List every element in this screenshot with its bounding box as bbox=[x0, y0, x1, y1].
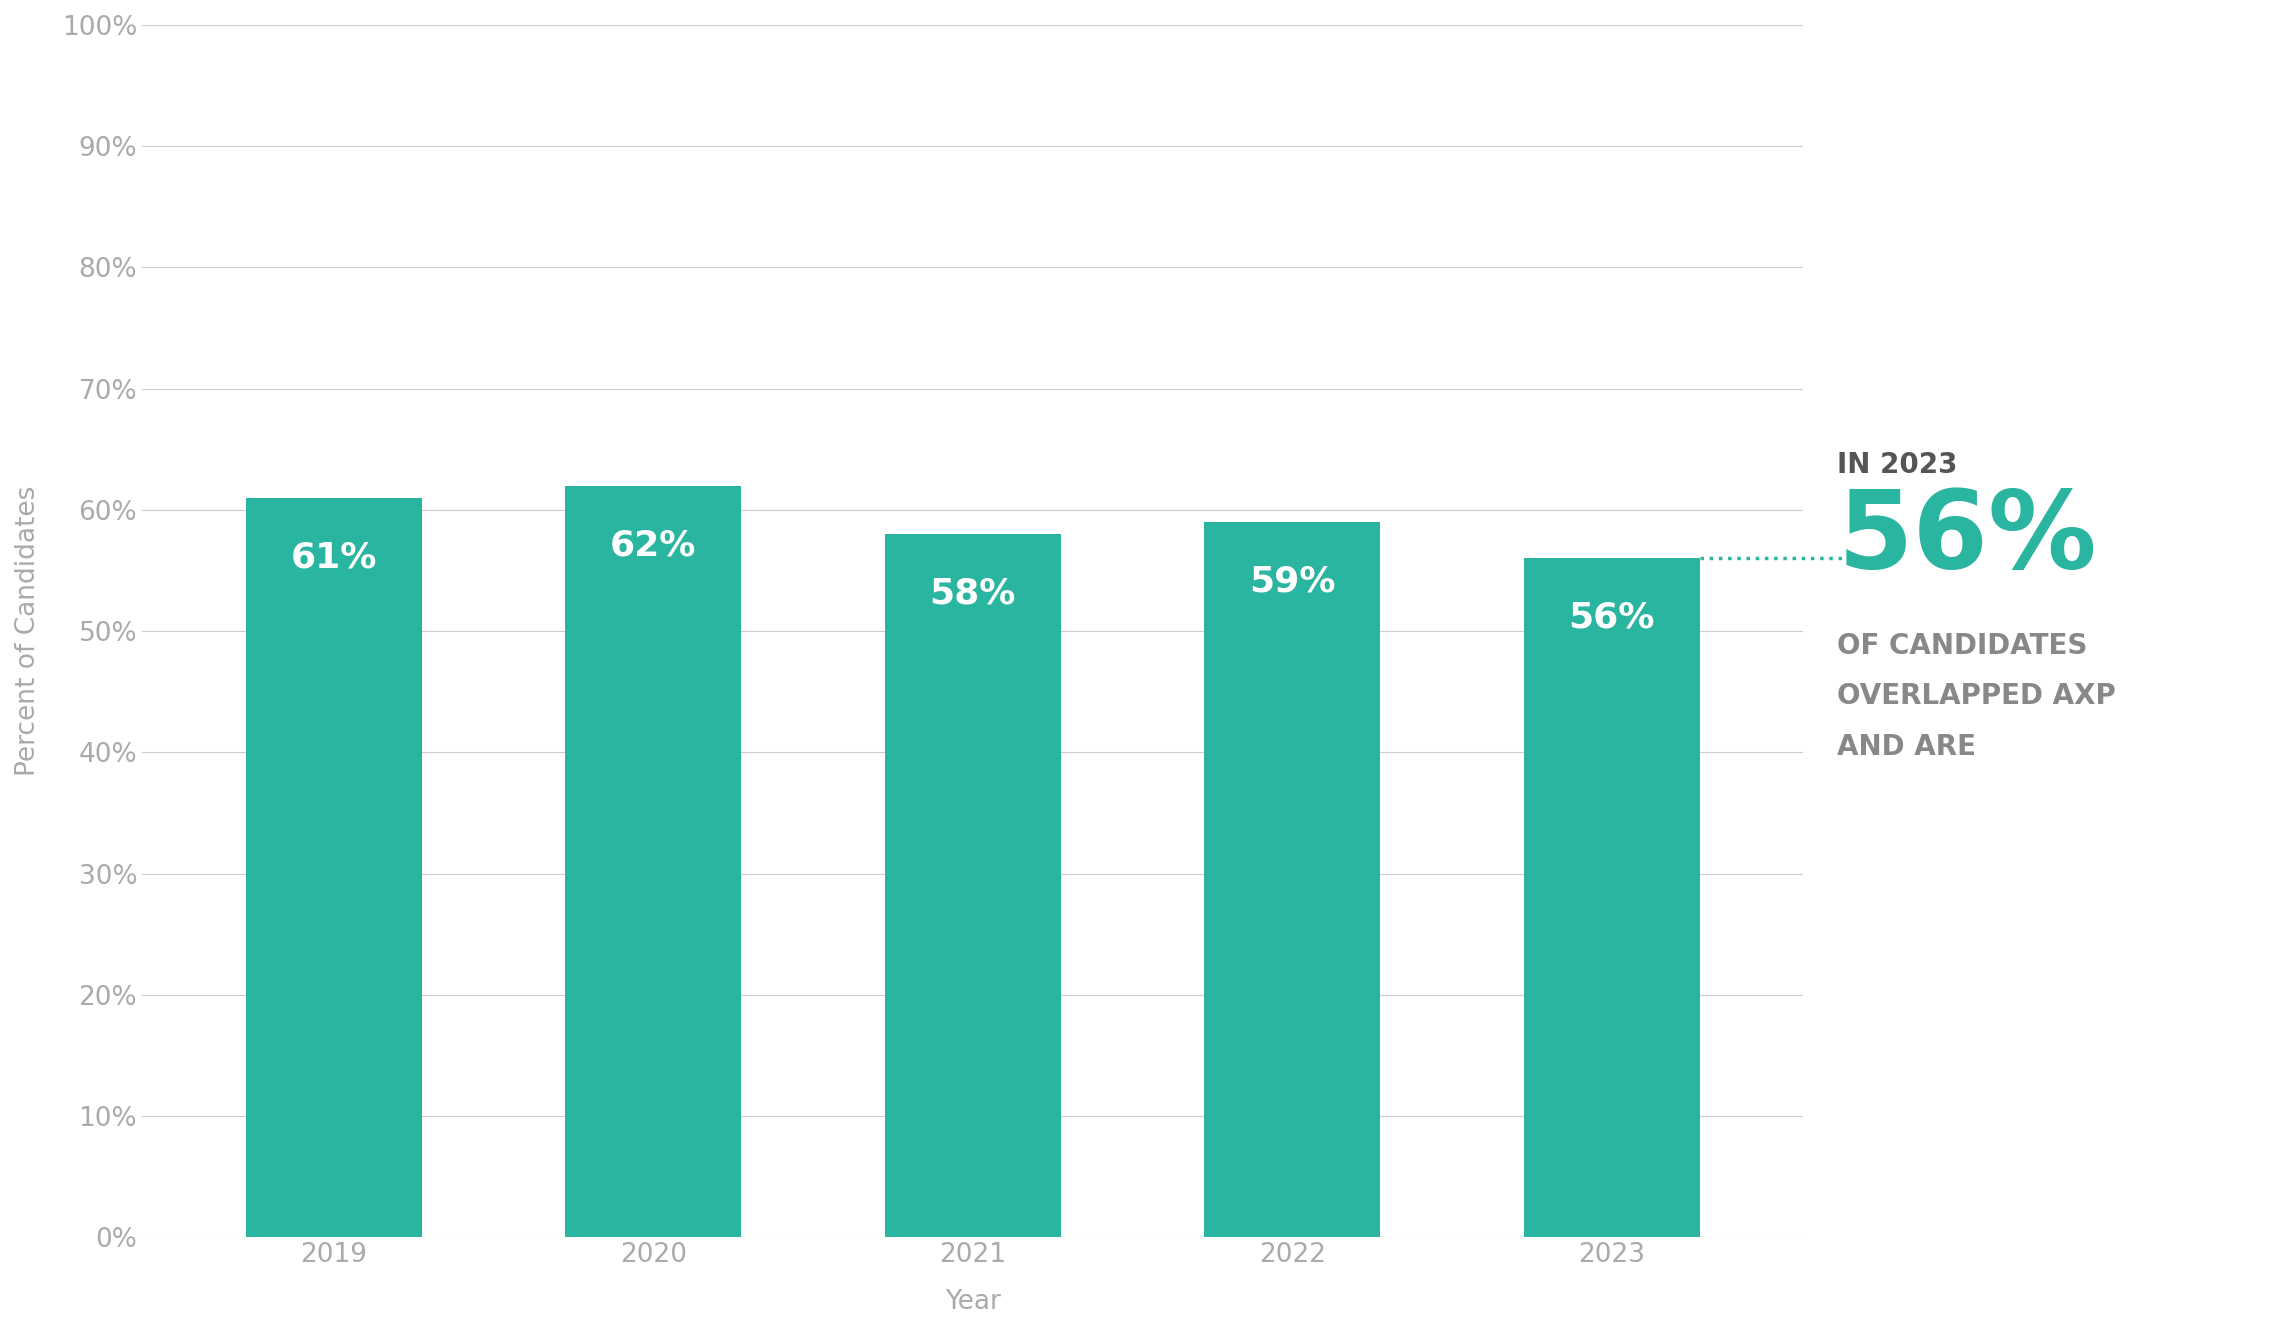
Bar bbox=[1523, 559, 1700, 1237]
Text: 61%: 61% bbox=[291, 540, 377, 575]
Bar bbox=[884, 535, 1061, 1237]
Text: 56%: 56% bbox=[1837, 485, 2098, 592]
Text: OF CANDIDATES: OF CANDIDATES bbox=[1837, 632, 2089, 660]
Y-axis label: Percent of Candidates: Percent of Candidates bbox=[16, 485, 41, 777]
Bar bbox=[245, 497, 421, 1237]
Text: AND ARE: AND ARE bbox=[1837, 733, 1978, 761]
Bar bbox=[566, 485, 741, 1237]
Text: IN 2023: IN 2023 bbox=[1837, 451, 1957, 479]
Text: 59%: 59% bbox=[1248, 564, 1337, 598]
Text: 62%: 62% bbox=[609, 528, 696, 563]
Text: 58%: 58% bbox=[930, 577, 1016, 610]
Text: OVERLAPPED AXP: OVERLAPPED AXP bbox=[1837, 682, 2116, 710]
Text: 56%: 56% bbox=[1568, 601, 1655, 634]
Bar bbox=[1205, 523, 1380, 1237]
X-axis label: Year: Year bbox=[946, 1289, 1000, 1315]
